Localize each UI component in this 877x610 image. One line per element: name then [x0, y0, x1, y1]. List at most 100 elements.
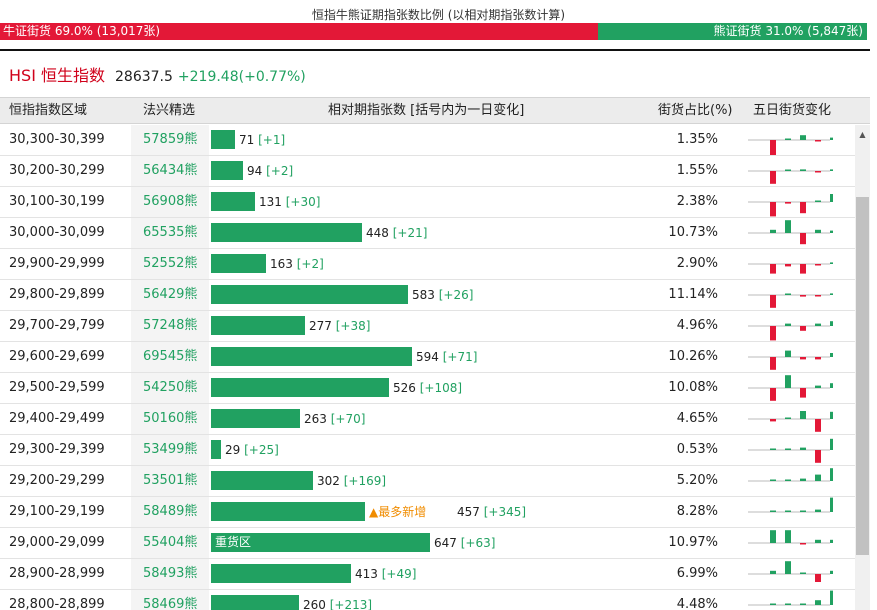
pick-cell: 57859熊 [131, 125, 209, 155]
column-header-contracts: 相对期指张数 [括号内为一日变化] [328, 103, 525, 118]
contracts-value: 413 [+49] [355, 559, 416, 589]
warrant-code-link[interactable]: 58489熊 [143, 504, 198, 519]
column-header-five-day: 五日街货变化 [753, 103, 832, 118]
contracts-daily-change: [+49] [381, 567, 417, 581]
sparkline-bar [785, 138, 791, 140]
sparkline-bar [800, 478, 806, 481]
index-range: 29,100-29,199 [9, 504, 105, 519]
sparkline-bar [800, 543, 806, 545]
contracts-count: 263 [304, 412, 331, 426]
warrant-code-link[interactable]: 56429熊 [143, 287, 198, 302]
contracts-count: 277 [309, 319, 336, 333]
sparkline-bar [785, 603, 791, 605]
contracts-bar [211, 254, 266, 273]
sparkline-bar [815, 357, 821, 360]
sparkline-bar [800, 357, 806, 360]
index-range: 30,200-30,299 [9, 163, 105, 178]
sparkline-bar [785, 448, 791, 450]
sparkline-bar [830, 230, 833, 233]
sparkline-bar [785, 350, 791, 357]
contracts-count: 526 [393, 381, 420, 395]
contracts-value: 163 [+2] [270, 249, 324, 279]
scroll-thumb[interactable] [856, 197, 869, 555]
five-day-sparkline [748, 561, 833, 582]
pick-cell: 57248熊 [131, 311, 209, 341]
most-added-marker: ▲最多新增 [369, 505, 427, 519]
warrant-code-link[interactable]: 57248熊 [143, 318, 198, 333]
warrant-code-link[interactable]: 58469熊 [143, 597, 198, 610]
five-day-sparkline [748, 135, 833, 155]
warrant-code-link[interactable]: 53501熊 [143, 473, 198, 488]
street-share: 0.53% [676, 442, 718, 457]
contracts-bar [211, 347, 412, 366]
sparkline-bar [830, 321, 833, 326]
sparkline-bar [830, 411, 833, 419]
contracts-count: 647 [434, 536, 461, 550]
warrant-code-link[interactable]: 52552熊 [143, 256, 198, 271]
warrant-code-link[interactable]: 50160熊 [143, 411, 198, 426]
warrant-code-link[interactable]: 56908熊 [143, 194, 198, 209]
contracts-value: 594 [+71] [416, 342, 477, 372]
warrant-code-link[interactable]: 55404熊 [143, 535, 198, 550]
index-range: 30,000-30,099 [9, 225, 105, 240]
sparkline-bar [830, 262, 833, 264]
table-row: 28,900-28,999 58493熊 413 [+49] 6.99% [0, 559, 855, 590]
contracts-daily-change: [+38] [335, 319, 371, 333]
sparkline-bar [800, 326, 806, 331]
contracts-count: 302 [317, 474, 344, 488]
street-share: 2.90% [676, 256, 718, 271]
contracts-daily-change: [+25] [244, 443, 279, 457]
sparkline-bar [770, 510, 776, 512]
contracts-count: 594 [416, 350, 443, 364]
sparkline-bar [815, 450, 821, 463]
contracts-bar [211, 192, 255, 211]
contracts-count: 260 [303, 598, 330, 610]
sparkline-bar [800, 411, 806, 419]
index-name[interactable]: HSI 恒生指数 [9, 66, 105, 85]
sparkline-bar [815, 323, 821, 326]
contracts-daily-change: [+30] [285, 195, 321, 209]
contracts-daily-change: [+1] [258, 133, 286, 147]
contracts-value: 71 [+1] [239, 125, 285, 155]
index-range: 29,600-29,699 [9, 349, 105, 364]
warrant-code-link[interactable]: 58493熊 [143, 566, 198, 581]
sparkline-bar [770, 603, 776, 605]
divider [0, 49, 870, 51]
sparkline-bar [830, 169, 833, 171]
five-day-sparkline [748, 262, 833, 274]
five-day-sparkline [748, 497, 833, 513]
contracts-count: 583 [412, 288, 439, 302]
contracts-value: 647 [+63] [434, 528, 495, 558]
sparkline-bar [785, 479, 791, 481]
sparkline-bar [815, 474, 821, 481]
warrant-code-link[interactable]: 53499熊 [143, 442, 198, 457]
contracts-value: 457 [+345] [457, 497, 526, 527]
sparkline-bar [800, 510, 806, 512]
street-share: 11.14% [668, 287, 718, 302]
sparkline-bar [785, 510, 791, 512]
sparkline-bar [815, 229, 821, 233]
sparkline-bar [785, 169, 791, 171]
contracts-daily-change: [+2] [266, 164, 294, 178]
warrant-code-link[interactable]: 57859熊 [143, 132, 198, 147]
street-share: 1.35% [676, 132, 718, 147]
vertical-scrollbar[interactable]: ▲ [855, 125, 870, 610]
street-share: 4.48% [676, 597, 718, 610]
warrant-code-link[interactable]: 56434熊 [143, 163, 198, 178]
pick-cell: 56429熊 [131, 280, 209, 310]
pick-cell: 58469熊 [131, 590, 209, 610]
scroll-up-arrow-icon[interactable]: ▲ [859, 130, 866, 139]
sparkline-bar [815, 385, 821, 388]
sparkline-bar [830, 590, 833, 605]
sparkline-bar [770, 326, 776, 341]
warrant-code-link[interactable]: 54250熊 [143, 380, 198, 395]
warrant-code-link[interactable]: 65535熊 [143, 225, 198, 240]
index-range: 29,200-29,299 [9, 473, 105, 488]
five-day-sparkline [748, 468, 833, 482]
warrant-code-link[interactable]: 69545熊 [143, 349, 198, 364]
street-share: 10.73% [668, 225, 718, 240]
contracts-value: 263 [+70] [304, 404, 365, 434]
sparkline-bar [770, 202, 776, 217]
street-share: 10.08% [668, 380, 718, 395]
five-day-sparkline [748, 220, 833, 245]
